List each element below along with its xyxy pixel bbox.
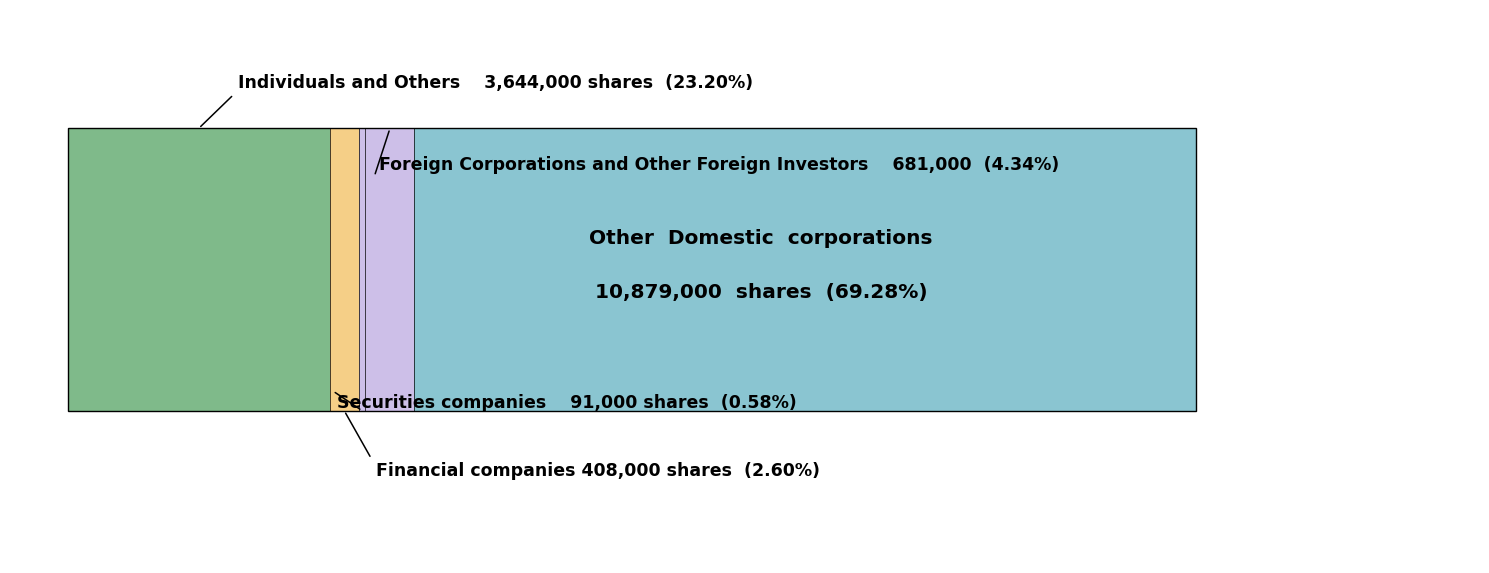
Text: Other  Domestic  corporations: Other Domestic corporations: [590, 229, 932, 248]
Bar: [329, 128, 359, 411]
Text: 10,879,000  shares  (69.28%): 10,879,000 shares (69.28%): [594, 282, 928, 301]
Bar: [365, 128, 414, 411]
Text: Individuals and Others    3,644,000 shares  (23.20%): Individuals and Others 3,644,000 shares …: [238, 74, 753, 92]
Bar: [68, 128, 1196, 411]
Text: Financial companies 408,000 shares  (2.60%): Financial companies 408,000 shares (2.60…: [375, 461, 820, 480]
Text: Foreign Corporations and Other Foreign Investors    681,000  (4.34%): Foreign Corporations and Other Foreign I…: [378, 155, 1059, 174]
Text: Securities companies    91,000 shares  (0.58%): Securities companies 91,000 shares (0.58…: [338, 394, 797, 412]
Bar: [68, 128, 329, 411]
Bar: [414, 128, 1196, 411]
Bar: [359, 128, 365, 411]
